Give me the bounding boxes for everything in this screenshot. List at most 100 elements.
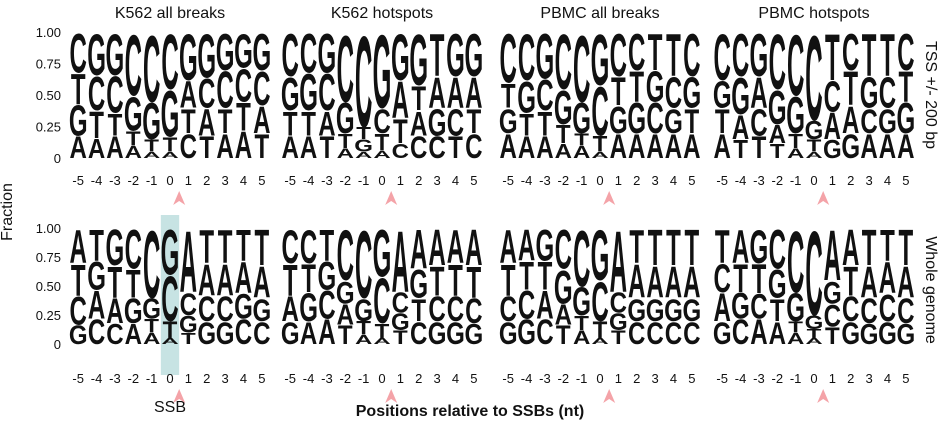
logo-letter: A xyxy=(216,255,233,305)
logo-letter-group: C xyxy=(69,288,86,333)
logo-letter-group: A xyxy=(628,128,645,166)
x-tick-label: 1 xyxy=(185,371,192,386)
logo-letter: A xyxy=(281,290,298,328)
x-tick-label: -5 xyxy=(716,371,728,386)
x-tick-label: 4 xyxy=(240,173,247,188)
logo-letter-group: T xyxy=(356,124,371,143)
logo-letter: C xyxy=(879,286,896,329)
logo-letter-group: C xyxy=(300,23,317,85)
x-tick-label: -4 xyxy=(521,371,533,386)
ssb-arrow xyxy=(385,389,398,403)
logo-letter: A xyxy=(897,128,914,166)
x-tick-label: -5 xyxy=(72,371,84,386)
logo-letter: G xyxy=(299,284,318,329)
y-axis-label: Fraction xyxy=(0,183,16,241)
logo-letter: T xyxy=(666,220,681,276)
logo-letter-group: G xyxy=(682,69,701,117)
logo-letter: G xyxy=(373,217,392,292)
logo-letter-group: G xyxy=(69,97,88,145)
logo-letter-group: C xyxy=(683,315,700,351)
logo-letter-group: A xyxy=(879,128,896,166)
logo-letter-group: T xyxy=(181,103,196,141)
logo-letter: G xyxy=(499,103,518,141)
logo-letter-group: G xyxy=(554,262,573,315)
logo-letter-group: C xyxy=(355,211,372,318)
x-tick-label: 5 xyxy=(688,371,695,386)
logo-letter: A xyxy=(842,98,859,141)
logo-letter: G xyxy=(124,87,143,141)
logo-letter-group: T xyxy=(411,291,426,327)
logo-letter: C xyxy=(713,21,730,94)
logo-letter-group: G xyxy=(373,217,392,292)
logo-letter-group: C xyxy=(216,60,233,119)
x-tick-label: 1 xyxy=(829,371,836,386)
y-tick-label: 0.25 xyxy=(36,308,61,323)
logo-letter-group: A xyxy=(355,333,373,347)
logo-letter-group: G xyxy=(318,23,337,85)
logo-letter-group: C xyxy=(713,21,730,94)
logo-letter: G xyxy=(106,220,125,276)
logo-letter-group: A xyxy=(683,128,700,166)
logo-letter: A xyxy=(787,331,805,348)
logo-letter-group: T xyxy=(825,323,840,350)
logo-letter: T xyxy=(862,21,877,89)
logo-letter-group: A xyxy=(897,128,914,166)
y-tick-label: 0.75 xyxy=(36,250,61,265)
logo-letter-group: G xyxy=(878,315,897,351)
logo-letter: A xyxy=(143,150,160,160)
logo-letter-group: A xyxy=(555,298,572,330)
logo-letter: A xyxy=(161,337,178,346)
logo-letter-group: A xyxy=(337,298,354,330)
x-tick-label: -4 xyxy=(735,173,747,188)
logo-letter: T xyxy=(752,130,767,165)
logo-letter: A xyxy=(518,130,535,165)
logo-letter-group: A xyxy=(536,130,553,165)
logo-letter: T xyxy=(648,22,663,81)
logo-letter-group: C xyxy=(805,208,822,341)
logo-letter-group: G xyxy=(713,73,732,116)
logo-letter: C xyxy=(610,21,627,89)
x-tick-label: 0 xyxy=(166,173,173,188)
logo-letter-group: T xyxy=(89,103,104,146)
ssb-arrow xyxy=(817,191,830,205)
logo-letter: T xyxy=(320,221,335,271)
logo-letter: G xyxy=(860,318,879,350)
logo-letter: G xyxy=(572,279,591,324)
logo-letter: A xyxy=(665,258,682,308)
logo-letter-group: A xyxy=(573,143,590,162)
logo-letter-group: T xyxy=(181,331,196,348)
logo-letter: T xyxy=(181,103,196,141)
logo-letter: G xyxy=(281,67,300,120)
logo-letter-group: G xyxy=(878,103,897,141)
logo-letter-group: C xyxy=(750,101,767,144)
logo-letter: T xyxy=(108,258,123,308)
logo-letter-group: C xyxy=(824,73,841,121)
x-tick-label: 3 xyxy=(433,173,440,188)
logo-letter: G xyxy=(428,101,447,144)
logo-letter-group: A xyxy=(125,318,142,350)
logo-letter: T xyxy=(448,130,463,165)
logo-letter: G xyxy=(805,311,824,333)
logo-letter: C xyxy=(161,20,178,106)
x-tick-label: -4 xyxy=(521,173,533,188)
logo-letter-group: C xyxy=(646,94,663,142)
logo-letter: G xyxy=(896,318,915,350)
x-tick-label: -1 xyxy=(358,371,370,386)
logo-letter: G xyxy=(499,315,518,351)
logo-letter-group: T xyxy=(108,107,123,142)
logo-letter: G xyxy=(318,253,337,298)
logo-letter: G xyxy=(336,94,355,142)
logo-letter-group: G xyxy=(860,318,879,350)
logo-letter-group: G xyxy=(713,315,732,351)
logo-letter: C xyxy=(573,216,590,304)
logo-letter: C xyxy=(842,290,859,328)
logo-letter: A xyxy=(447,221,464,274)
logo-letter: C xyxy=(253,62,270,116)
logo-letter-group: T xyxy=(880,221,895,271)
logo-letter-group: A xyxy=(665,258,682,308)
logo-letter-group: T xyxy=(843,62,858,116)
logo-letter: A xyxy=(646,128,663,166)
logo-letter: T xyxy=(898,220,913,276)
